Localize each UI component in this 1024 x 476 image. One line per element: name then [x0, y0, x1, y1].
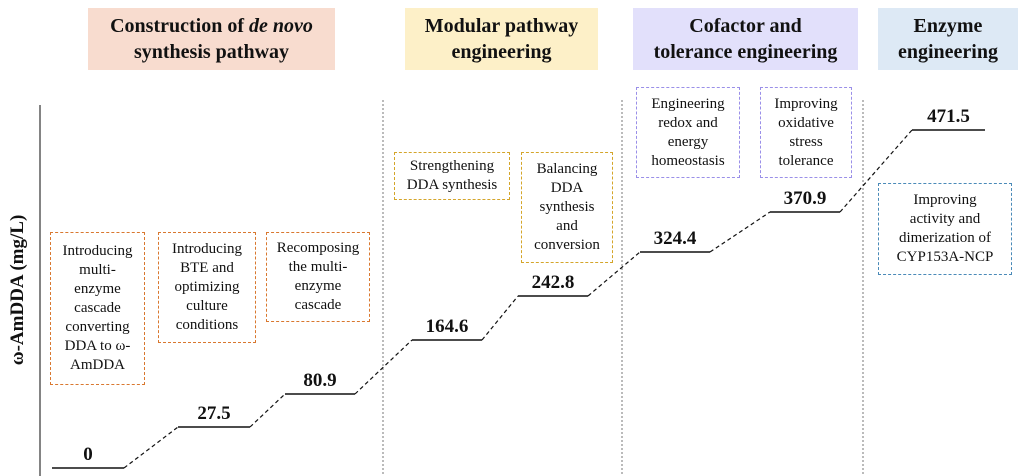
- step-box: Balancing DDA synthesis and conversion: [521, 152, 613, 263]
- text: synthesis pathway: [133, 41, 290, 63]
- text: the multi-: [288, 259, 348, 275]
- phase-header: Modular pathway engineering: [405, 8, 598, 70]
- step-connector: [249, 393, 286, 428]
- text: BTE and: [180, 260, 234, 276]
- text: conditions: [175, 317, 239, 333]
- text: cascade: [74, 300, 121, 316]
- text: synthesis: [539, 199, 595, 215]
- text: CYP153A-NCP: [896, 249, 994, 265]
- text: Improving: [774, 95, 838, 112]
- text: Improving: [913, 192, 977, 208]
- text: multi-: [79, 262, 116, 278]
- step-value: 0: [83, 444, 93, 465]
- text: engineering: [451, 41, 552, 63]
- text: homeostasis: [651, 152, 725, 169]
- text: enzyme: [294, 278, 342, 294]
- text: oxidative: [778, 114, 834, 131]
- text: Cofactor and: [689, 15, 802, 37]
- text: enzyme: [74, 281, 121, 297]
- text: Modular pathway: [424, 15, 579, 37]
- step-box: Introducing BTE and optimizing culture condi…: [158, 232, 256, 343]
- text: stress: [789, 133, 823, 150]
- text: optimizing: [174, 279, 240, 295]
- text: DDA to ω-: [64, 338, 131, 354]
- text: and: [556, 218, 578, 234]
- text: conversion: [534, 237, 600, 253]
- text: tolerance engineering: [653, 41, 838, 63]
- text: Introducing: [62, 243, 133, 259]
- phase-header: Enzyme engineering: [878, 8, 1018, 70]
- text: DDA synthesis: [406, 177, 498, 193]
- text: engineering: [898, 41, 998, 63]
- text: energy: [667, 133, 709, 150]
- step-box: Introducing multi-enzyme cascade converting…: [50, 232, 145, 385]
- text: Enzyme: [913, 15, 983, 37]
- step-box: Strengthening DDA synthesis: [394, 152, 510, 200]
- text: AmDDA: [70, 357, 125, 373]
- text: Introducing: [172, 241, 242, 257]
- step-value: 242.8: [531, 272, 575, 293]
- text: Balancing: [536, 161, 598, 177]
- text: culture: [186, 298, 228, 314]
- step-box: Improving activity and dimerization of CYP1…: [878, 183, 1012, 275]
- text: DDA: [550, 180, 584, 196]
- step-value: 370.9: [783, 188, 827, 209]
- text: cascade: [294, 297, 342, 313]
- text: tolerance: [778, 152, 834, 169]
- step-value: 471.5: [927, 106, 970, 127]
- text: Engineering: [651, 95, 725, 112]
- text: Construction of: [110, 15, 244, 37]
- step-connector: [481, 295, 519, 341]
- phase-header: Construction of de novo synthesis pathway: [88, 8, 335, 70]
- step-connector: [123, 426, 179, 469]
- text: redox and: [658, 114, 718, 131]
- text: Strengthening: [409, 158, 495, 174]
- text: dimerization of: [898, 230, 992, 246]
- step-box: Engineering redox and energy homeostasis: [636, 87, 740, 178]
- step-value: 164.6: [425, 316, 469, 337]
- phase-header: Cofactor and tolerance engineering: [633, 8, 858, 70]
- text: activity and: [909, 211, 981, 227]
- step-value: 27.5: [197, 403, 231, 424]
- text: Recomposing: [276, 240, 360, 256]
- text: de novo: [249, 15, 313, 37]
- step-value: 80.9: [303, 370, 337, 391]
- step-connector: [587, 251, 641, 297]
- step-connector: [354, 339, 413, 395]
- text: converting: [65, 319, 130, 335]
- step-connector: [709, 211, 771, 253]
- y-axis-label: ω-AmDDA (mg/L): [7, 214, 28, 366]
- step-value: 324.4: [653, 228, 697, 249]
- step-box: Improving oxidative stress tolerance: [760, 87, 852, 178]
- step-box: Recomposing the multi-enzyme cascade: [266, 232, 370, 322]
